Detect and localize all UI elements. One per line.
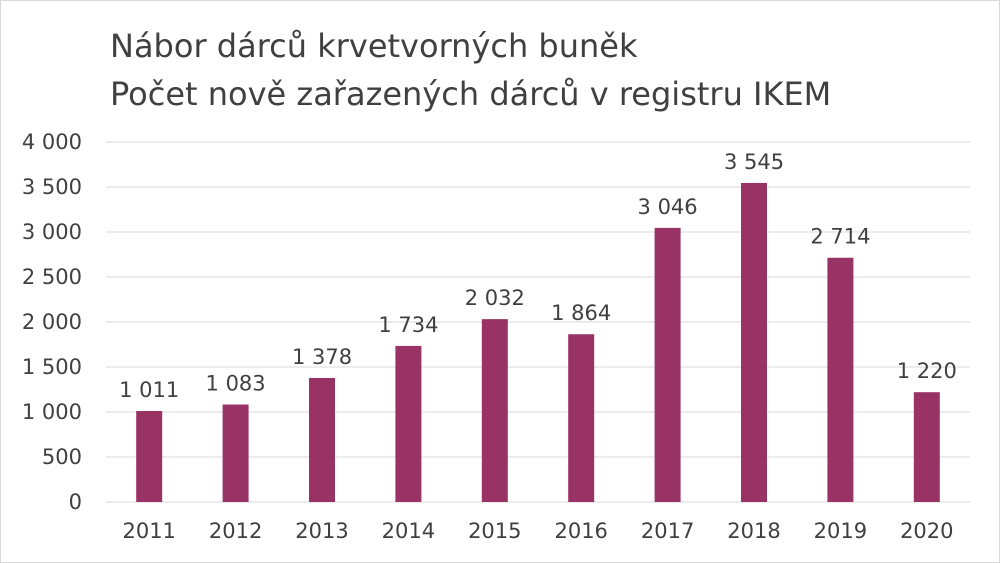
y-tick-label: 3 000 [22, 220, 82, 244]
chart-subtitle: Počet nově zařazených dárců v registru I… [110, 75, 832, 113]
x-tick-label: 2018 [727, 519, 780, 543]
x-tick-label: 2019 [814, 519, 867, 543]
y-tick-label: 1 000 [22, 400, 82, 424]
data-label: 2 032 [465, 286, 525, 310]
x-axis-ticks: 2011 2012 2013 2014 2015 2016 2017 2018 2019 2020 [122, 519, 953, 543]
data-label: 1 864 [551, 301, 611, 325]
y-tick-label: 500 [42, 445, 82, 469]
bar-2017 [654, 227, 681, 503]
bar-2014 [395, 345, 422, 502]
chart-title: Nábor dárců krvetvorných buněk [110, 27, 638, 65]
y-tick-label: 2 000 [22, 310, 82, 334]
y-tick-label: 3 500 [22, 175, 82, 199]
y-tick-label: 2 500 [22, 265, 82, 289]
x-tick-label: 2014 [382, 519, 435, 543]
x-tick-label: 2015 [468, 519, 521, 543]
x-tick-label: 2017 [641, 519, 694, 543]
x-tick-label: 2016 [554, 519, 607, 543]
bar-2016 [568, 334, 595, 502]
bar-2018 [741, 182, 767, 502]
x-tick-label: 2012 [209, 519, 262, 543]
data-label: 1 083 [206, 372, 266, 396]
bars [136, 182, 940, 503]
data-label: 3 545 [724, 150, 784, 174]
bar-2011 [136, 411, 163, 502]
bar-2019 [827, 257, 854, 502]
data-label: 1 378 [292, 345, 352, 369]
y-axis-ticks: 0 500 1 000 1 500 2 000 2 500 3 000 3 500 4 000 [22, 130, 82, 514]
data-label: 1 220 [897, 359, 957, 383]
x-tick-label: 2020 [900, 519, 953, 543]
data-label: 3 046 [638, 195, 698, 219]
bar-2015 [481, 319, 508, 502]
data-labels: 1 011 1 083 1 378 1 734 2 032 1 864 3 046 3 545… [119, 150, 957, 402]
x-tick-label: 2011 [122, 519, 175, 543]
bar-2013 [309, 377, 335, 502]
bar-2012 [222, 404, 249, 502]
gridlines [106, 141, 970, 503]
x-tick-label: 2013 [295, 519, 348, 543]
y-tick-label: 0 [69, 490, 82, 514]
data-label: 1 011 [119, 378, 179, 402]
y-tick-label: 1 500 [22, 355, 82, 379]
data-label: 1 734 [378, 313, 438, 337]
bar-2020 [913, 392, 940, 502]
y-tick-label: 4 000 [22, 130, 82, 154]
data-label: 2 714 [810, 225, 870, 249]
